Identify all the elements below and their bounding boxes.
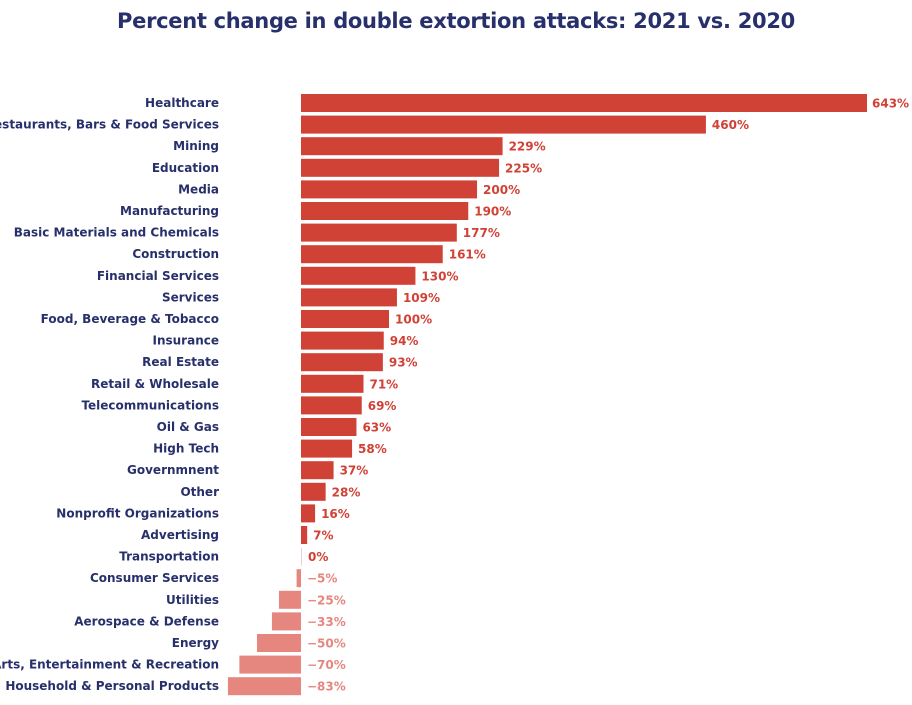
category-label: Consumer Services (90, 571, 219, 585)
value-label: 225% (505, 161, 542, 175)
value-label: 93% (389, 356, 418, 370)
category-label: Real Estate (142, 355, 219, 369)
value-label: −5% (307, 572, 337, 586)
bar (301, 288, 397, 307)
category-label: Manufacturing (120, 204, 219, 218)
value-label: 7% (313, 529, 333, 543)
bar (301, 374, 364, 393)
bar (301, 266, 416, 285)
bar (301, 94, 867, 112)
category-label: Media (178, 182, 219, 196)
value-label: 109% (403, 291, 440, 305)
bar (301, 547, 302, 566)
category-label: Aerospace & Defense (74, 614, 219, 628)
category-label: High Tech (153, 442, 219, 456)
category-label: Insurance (152, 334, 219, 348)
value-label: 58% (358, 442, 387, 456)
category-label: Mining (173, 139, 219, 153)
value-label: 460% (712, 118, 749, 132)
value-label: 229% (509, 140, 546, 154)
value-label: 37% (340, 464, 369, 478)
bar (301, 158, 500, 177)
bar (301, 137, 503, 156)
category-label: Oil & Gas (157, 420, 219, 434)
bar (296, 569, 301, 588)
category-label: Governmnent (127, 463, 219, 477)
bar (301, 180, 478, 199)
value-label: 0% (308, 550, 328, 564)
bar (301, 439, 353, 458)
category-label: Advertising (141, 528, 219, 542)
value-label: −50% (307, 637, 346, 651)
bar (301, 504, 316, 523)
category-label: Financial Services (97, 269, 219, 283)
chart-title: Percent change in double extortion attac… (117, 9, 795, 33)
category-label: Construction (132, 247, 219, 261)
category-label: Nonprofit Organizations (56, 506, 219, 520)
category-label: Telecommunications (81, 398, 219, 412)
value-label: 28% (332, 485, 361, 499)
bar (227, 677, 301, 696)
category-label: Education (152, 161, 219, 175)
category-label: Restaurants, Bars & Food Services (0, 118, 219, 132)
category-label: Other (180, 485, 219, 499)
category-label: Food, Beverage & Tobacco (41, 312, 219, 326)
value-label: −25% (307, 593, 346, 607)
bar (271, 612, 301, 631)
value-label: 16% (321, 507, 350, 521)
bar (301, 526, 308, 544)
value-label: 643% (872, 97, 909, 111)
category-label: Arts, Entertainment & Recreation (0, 658, 219, 672)
category-label: Retail & Wholesale (91, 377, 219, 391)
value-label: 69% (368, 399, 397, 413)
bar (301, 461, 334, 480)
value-label: 200% (483, 183, 520, 197)
value-label: −83% (307, 680, 346, 694)
value-label: 130% (421, 269, 458, 283)
bar (239, 655, 301, 674)
bar (301, 310, 390, 328)
value-label: 177% (463, 226, 500, 240)
value-label: 71% (369, 377, 398, 391)
value-label: −33% (307, 615, 346, 629)
bar (301, 353, 383, 372)
category-label: Services (162, 290, 219, 304)
category-label: Transportation (119, 550, 219, 564)
bar (301, 396, 362, 415)
category-label: Healthcare (145, 96, 219, 110)
category-label: Energy (172, 636, 219, 650)
bar (301, 115, 706, 134)
value-label: 161% (449, 248, 486, 262)
bar (301, 331, 384, 350)
category-label: Basic Materials and Chemicals (14, 226, 219, 240)
bar (301, 418, 357, 436)
value-label: −70% (307, 658, 346, 672)
category-label: Household & Personal Products (5, 679, 219, 693)
bar (301, 202, 469, 220)
bar (301, 223, 457, 242)
bar (278, 590, 301, 609)
bar (256, 634, 301, 652)
value-label: 94% (390, 334, 419, 348)
value-label: 63% (362, 421, 391, 435)
value-label: 100% (395, 313, 432, 327)
bar (301, 482, 326, 501)
bar (301, 245, 443, 264)
category-label: Utilities (166, 593, 219, 607)
value-label: 190% (474, 205, 511, 219)
